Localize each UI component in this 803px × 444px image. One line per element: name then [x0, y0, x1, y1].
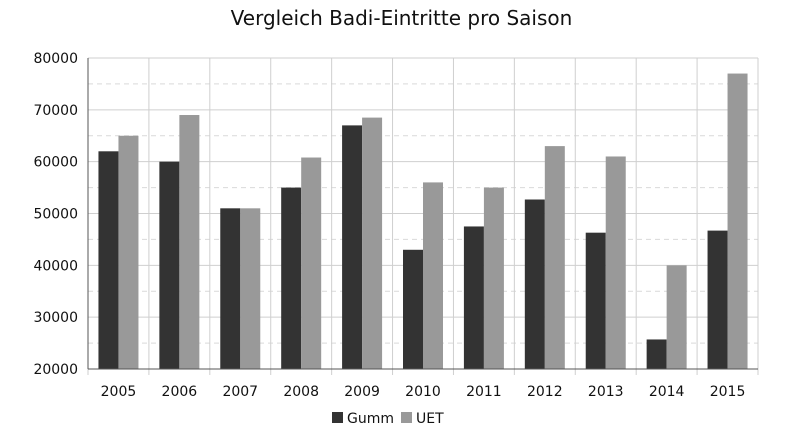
bar-gumm-2005	[98, 151, 119, 369]
bar-gumm-2006	[159, 161, 180, 369]
y-tick-label: 60000	[33, 155, 78, 171]
y-tick-label: 30000	[33, 310, 78, 326]
bar-gumm-2009	[342, 125, 363, 369]
x-tick-label: 2012	[527, 384, 563, 400]
x-tick-label: 2014	[649, 384, 685, 400]
x-tick-label: 2015	[710, 384, 746, 400]
bar-uet-2009	[362, 117, 383, 369]
bar-uet-2006	[179, 115, 200, 370]
bar-gumm-2008	[281, 187, 302, 369]
x-tick-label: 2006	[162, 384, 198, 400]
bar-gumm-2013	[585, 232, 606, 369]
legend-label-gumm: Gumm	[347, 411, 394, 427]
y-tick-label: 70000	[33, 103, 78, 119]
bar-uet-2007	[240, 208, 261, 369]
x-tick-label: 2011	[466, 384, 502, 400]
bar-gumm-2011	[463, 226, 484, 369]
chart-title: Vergleich Badi-Eintritte pro Saison	[230, 6, 573, 30]
bar-uet-2010	[423, 182, 443, 369]
x-tick-label: 2009	[344, 384, 380, 400]
legend-swatch-gumm	[332, 412, 343, 423]
bar-uet-2012	[544, 146, 565, 369]
x-tick-label: 2010	[405, 384, 441, 400]
x-tick-label: 2005	[101, 384, 137, 400]
bar-uet-2008	[301, 157, 322, 369]
y-tick-label: 20000	[33, 362, 78, 378]
gridlines	[87, 57, 759, 375]
x-tick-label: 2013	[588, 384, 624, 400]
bars	[98, 73, 748, 370]
bar-gumm-2015	[707, 230, 728, 369]
bar-uet-2013	[605, 156, 626, 369]
y-tick-label: 50000	[33, 207, 78, 223]
y-tick-labels: 20000 30000 40000 50000 60000 70000 80000	[33, 51, 78, 378]
bar-gumm-2012	[524, 199, 545, 369]
bar-gumm-2014	[646, 339, 667, 369]
legend: Gumm UET	[332, 411, 444, 427]
y-tick-label: 40000	[33, 258, 78, 274]
x-tick-label: 2007	[222, 384, 258, 400]
bar-uet-2015	[727, 73, 748, 370]
bar-gumm-2010	[403, 249, 423, 369]
bar-gumm-2007	[220, 208, 241, 369]
legend-swatch-uet	[401, 412, 412, 423]
bar-uet-2005	[118, 135, 139, 369]
x-tick-label: 2008	[283, 384, 319, 400]
bar-uet-2014	[666, 265, 687, 369]
axes	[87, 58, 758, 370]
y-tick-label: 80000	[33, 51, 78, 67]
bar-uet-2011	[483, 187, 504, 369]
legend-label-uet: UET	[416, 411, 444, 427]
x-tick-labels: 2005 2006 2007 2008 2009 2010 2011 2012 2013 2014…	[101, 384, 746, 400]
